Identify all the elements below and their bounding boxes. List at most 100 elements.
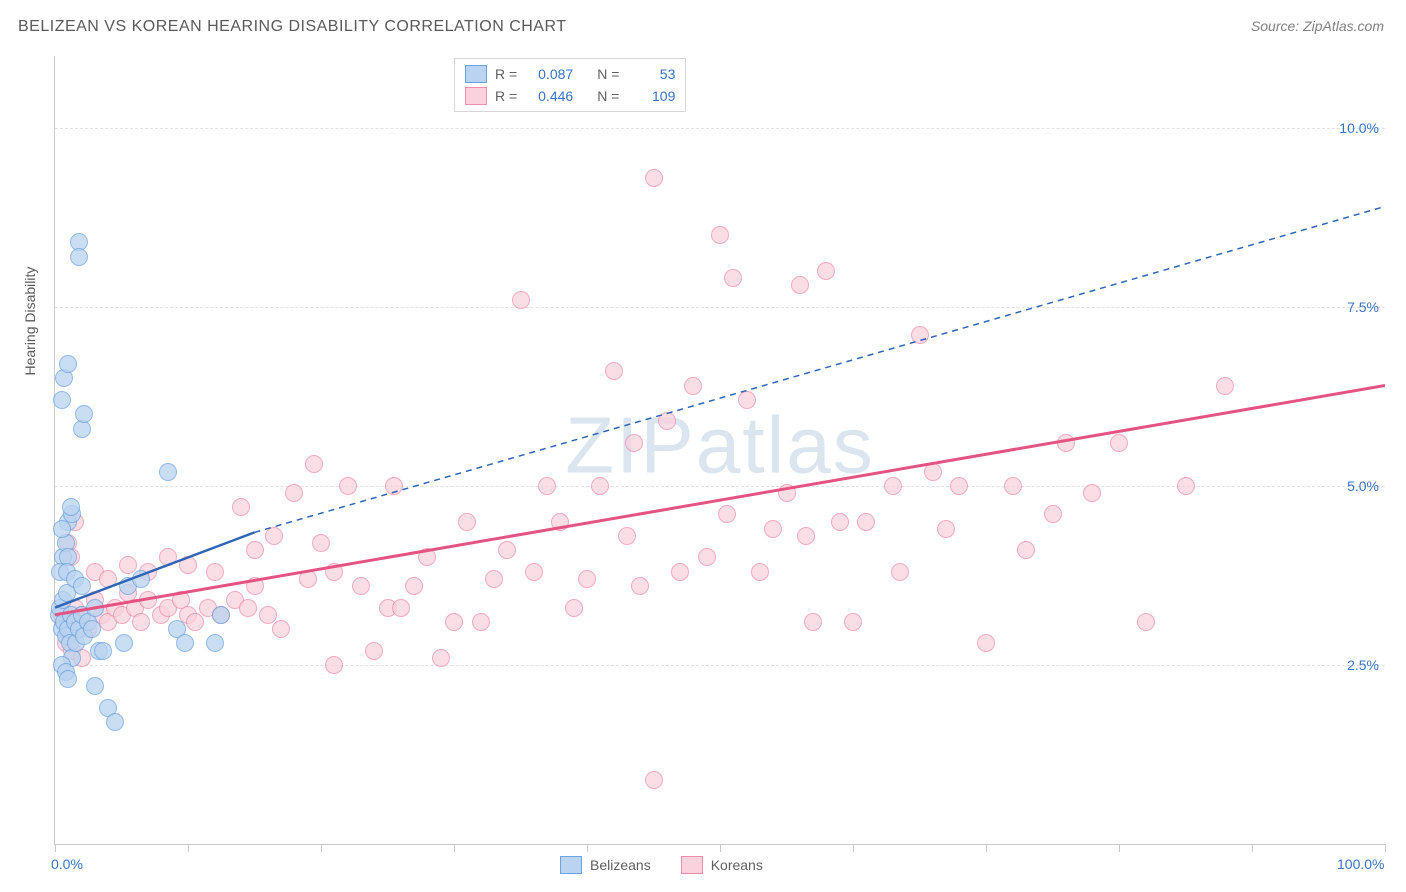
data-point	[764, 520, 782, 538]
data-point	[831, 513, 849, 531]
data-point	[924, 463, 942, 481]
regression-lines	[55, 56, 1385, 844]
data-point	[73, 577, 91, 595]
data-point	[1057, 434, 1075, 452]
data-point	[339, 477, 357, 495]
data-point	[1110, 434, 1128, 452]
data-point	[738, 391, 756, 409]
data-point	[139, 591, 157, 609]
data-point	[472, 613, 490, 631]
chart-title: BELIZEAN VS KOREAN HEARING DISABILITY CO…	[18, 18, 567, 36]
x-tick-label: 100.0%	[1337, 856, 1384, 872]
data-point	[432, 649, 450, 667]
data-point	[565, 599, 583, 617]
data-point	[445, 613, 463, 631]
legend-stats-row-0: R = 0.087 N = 53	[465, 63, 675, 85]
data-point	[385, 477, 403, 495]
data-point	[498, 541, 516, 559]
n-label: N =	[597, 85, 619, 107]
data-point	[538, 477, 556, 495]
data-point	[778, 484, 796, 502]
data-point	[206, 563, 224, 581]
r-value-0: 0.087	[525, 63, 573, 85]
x-tick	[1252, 844, 1253, 852]
data-point	[312, 534, 330, 552]
data-point	[671, 563, 689, 581]
data-point	[1004, 477, 1022, 495]
data-point	[239, 599, 257, 617]
data-point	[232, 498, 250, 516]
x-tick	[188, 844, 189, 852]
data-point	[804, 613, 822, 631]
x-tick	[986, 844, 987, 852]
legend-item-koreans: Koreans	[681, 856, 763, 874]
data-point	[512, 291, 530, 309]
legend-item-belizeans: Belizeans	[560, 856, 651, 874]
data-point	[884, 477, 902, 495]
data-point	[246, 541, 264, 559]
data-point	[1044, 505, 1062, 523]
data-point	[485, 570, 503, 588]
gridline-h	[55, 307, 1385, 308]
y-tick-label: 2.5%	[1347, 657, 1379, 673]
data-point	[684, 377, 702, 395]
data-point	[618, 527, 636, 545]
data-point	[751, 563, 769, 581]
data-point	[658, 412, 676, 430]
data-point	[711, 226, 729, 244]
data-point	[937, 520, 955, 538]
x-tick	[1119, 844, 1120, 852]
x-tick	[321, 844, 322, 852]
data-point	[844, 613, 862, 631]
data-point	[551, 513, 569, 531]
data-point	[119, 556, 137, 574]
data-point	[631, 577, 649, 595]
data-point	[325, 656, 343, 674]
legend-series: Belizeans Koreans	[560, 856, 763, 874]
data-point	[305, 455, 323, 473]
watermark-atlas: atlas	[696, 400, 875, 489]
data-point	[625, 434, 643, 452]
data-point	[299, 570, 317, 588]
legend-label-0: Belizeans	[590, 857, 651, 873]
data-point	[791, 276, 809, 294]
data-point	[418, 548, 436, 566]
r-label: R =	[495, 85, 517, 107]
plot-area: ZIPatlas 2.5%5.0%7.5%10.0%0.0%100.0%	[54, 56, 1385, 845]
data-point	[977, 634, 995, 652]
data-point	[1017, 541, 1035, 559]
data-point	[70, 248, 88, 266]
data-point	[698, 548, 716, 566]
x-tick-label: 0.0%	[51, 856, 83, 872]
data-point	[86, 599, 104, 617]
data-point	[578, 570, 596, 588]
data-point	[106, 713, 124, 731]
data-point	[186, 613, 204, 631]
r-value-1: 0.446	[525, 85, 573, 107]
y-axis-title: Hearing Disability	[22, 267, 38, 376]
data-point	[891, 563, 909, 581]
data-point	[1216, 377, 1234, 395]
gridline-h	[55, 665, 1385, 666]
legend-stats: R = 0.087 N = 53 R = 0.446 N = 109	[454, 58, 686, 112]
y-tick-label: 10.0%	[1339, 120, 1379, 136]
data-point	[259, 606, 277, 624]
data-point	[1083, 484, 1101, 502]
data-point	[950, 477, 968, 495]
swatch-belizeans-bottom	[560, 856, 582, 874]
data-point	[94, 642, 112, 660]
data-point	[817, 262, 835, 280]
data-point	[645, 169, 663, 187]
legend-stats-row-1: R = 0.446 N = 109	[465, 85, 675, 107]
data-point	[797, 527, 815, 545]
x-tick	[853, 844, 854, 852]
data-point	[857, 513, 875, 531]
data-point	[405, 577, 423, 595]
swatch-koreans	[465, 87, 487, 105]
data-point	[718, 505, 736, 523]
data-point	[83, 620, 101, 638]
data-point	[246, 577, 264, 595]
y-tick-label: 5.0%	[1347, 478, 1379, 494]
data-point	[365, 642, 383, 660]
data-point	[75, 405, 93, 423]
